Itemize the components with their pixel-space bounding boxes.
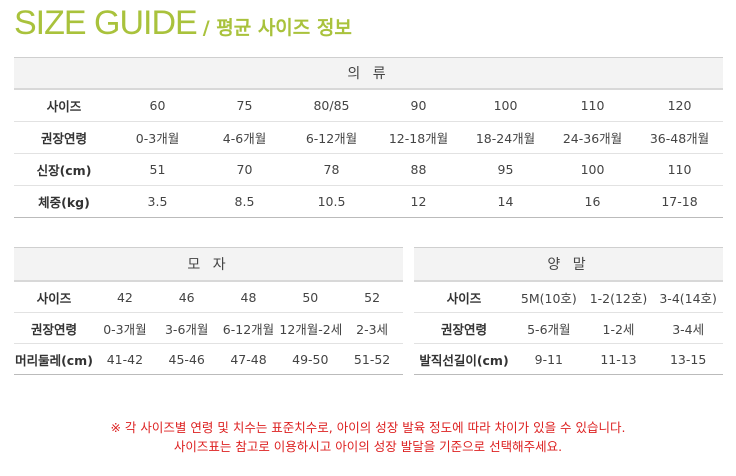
title-ko: / 평균 사이즈 정보 — [202, 17, 352, 39]
row-label: 권장연령 — [414, 312, 514, 344]
table-cell: 42 — [94, 281, 156, 313]
table-cell: 12 — [375, 185, 462, 218]
table-cell: 110 — [636, 153, 723, 186]
table-cell: 3.5 — [114, 185, 201, 218]
table-cell: 75 — [201, 89, 288, 122]
table-cell: 18-24개월 — [462, 121, 549, 154]
table-cell: 51 — [114, 153, 201, 186]
table-cell: 6-12개월 — [217, 312, 280, 344]
table-cell: 3-4(14호) — [653, 281, 723, 313]
table-cell: 51-52 — [341, 343, 403, 375]
table-cell: 60 — [114, 89, 201, 122]
row-label: 사이즈 — [414, 281, 514, 313]
table-cell: 3-6개월 — [155, 312, 218, 344]
table-cell: 4-6개월 — [201, 121, 288, 154]
table-header: 의 류 — [14, 57, 723, 90]
table-cell: 6-12개월 — [288, 121, 375, 154]
table-cell: 12-18개월 — [375, 121, 462, 154]
row-label: 발직선길이(cm) — [414, 343, 514, 375]
table-cell: 0-3개월 — [94, 312, 156, 344]
table-cell: 47-48 — [217, 343, 280, 375]
table-cell: 95 — [462, 153, 549, 186]
table-cell: 2-3세 — [341, 312, 403, 344]
table-cell: 49-50 — [279, 343, 342, 375]
table-row: 신장(cm) 51 70 78 88 95 100 110 — [14, 153, 723, 186]
table-cell: 80/85 — [288, 89, 375, 122]
row-label: 신장(cm) — [14, 153, 114, 186]
table-header: 모 자 — [14, 247, 403, 282]
note-line: ※ 각 사이즈별 연령 및 치수는 표준치수로, 아이의 성장 발육 정도에 따… — [110, 420, 626, 435]
table-cell: 78 — [288, 153, 375, 186]
table-cell: 100 — [549, 153, 636, 186]
table-cell: 8.5 — [201, 185, 288, 218]
table-cell: 16 — [549, 185, 636, 218]
table-cell: 9-11 — [514, 343, 584, 375]
row-label: 사이즈 — [14, 89, 114, 122]
note-line: 사이즈표는 참고로 이용하시고 아이의 성장 발달을 기준으로 선택해주세요. — [173, 439, 563, 454]
table-cell: 14 — [462, 185, 549, 218]
socks-size-table: 양 말 사이즈 5M(10호) 1-2(12호) 3-4(14호) 권장연령 5-6개월 1-… — [414, 247, 723, 375]
table-cell: 1-2세 — [583, 312, 654, 344]
table-cell: 41-42 — [94, 343, 156, 375]
row-label: 사이즈 — [14, 281, 94, 313]
table-row: 사이즈 5M(10호) 1-2(12호) 3-4(14호) — [414, 281, 723, 313]
table-cell: 110 — [549, 89, 636, 122]
table-cell: 3-4세 — [653, 312, 723, 344]
table-cell: 120 — [636, 89, 723, 122]
table-cell: 48 — [217, 281, 280, 313]
table-cell: 45-46 — [155, 343, 218, 375]
row-label: 권장연령 — [14, 121, 114, 154]
title-en: SIZE GUIDE — [14, 4, 198, 42]
table-row: 권장연령 0-3개월 3-6개월 6-12개월 12개월-2세 2-3세 — [14, 312, 403, 344]
row-label: 권장연령 — [14, 312, 94, 344]
row-label: 체중(kg) — [14, 185, 114, 218]
page-title: SIZE GUIDE / 평균 사이즈 정보 — [14, 4, 352, 43]
table-row: 머리둘레(cm) 41-42 45-46 47-48 49-50 51-52 — [14, 343, 403, 375]
table-row: 권장연령 5-6개월 1-2세 3-4세 — [414, 312, 723, 344]
table-cell: 24-36개월 — [549, 121, 636, 154]
table-cell: 90 — [375, 89, 462, 122]
table-cell: 1-2(12호) — [583, 281, 654, 313]
table-cell: 50 — [279, 281, 342, 313]
table-cell: 5-6개월 — [514, 312, 584, 344]
table-cell: 0-3개월 — [114, 121, 201, 154]
table-cell: 70 — [201, 153, 288, 186]
table-cell: 36-48개월 — [636, 121, 723, 154]
table-row: 권장연령 0-3개월 4-6개월 6-12개월 12-18개월 18-24개월 24-36개… — [14, 121, 723, 154]
table-row: 체중(kg) 3.5 8.5 10.5 12 14 16 17-18 — [14, 185, 723, 218]
table-row: 발직선길이(cm) 9-11 11-13 13-15 — [414, 343, 723, 375]
table-cell: 13-15 — [653, 343, 723, 375]
row-label: 머리둘레(cm) — [14, 343, 94, 375]
table-cell: 46 — [155, 281, 218, 313]
table-header: 양 말 — [414, 247, 723, 282]
hat-size-table: 모 자 사이즈 42 46 48 50 52 권장연령 0-3개월 3-6개월 6-12개월 12개월… — [14, 247, 403, 375]
table-row: 사이즈 60 75 80/85 90 100 110 120 — [14, 89, 723, 122]
table-cell: 17-18 — [636, 185, 723, 218]
table-row: 사이즈 42 46 48 50 52 — [14, 281, 403, 313]
table-cell: 11-13 — [583, 343, 654, 375]
table-cell: 52 — [341, 281, 403, 313]
size-notes: ※ 각 사이즈별 연령 및 치수는 표준치수로, 아이의 성장 발육 정도에 따… — [0, 418, 736, 456]
table-cell: 88 — [375, 153, 462, 186]
table-cell: 12개월-2세 — [279, 312, 342, 344]
table-cell: 100 — [462, 89, 549, 122]
table-cell: 10.5 — [288, 185, 375, 218]
clothing-size-table: 의 류 사이즈 60 75 80/85 90 100 110 120 권장연령 0-3개월 4-6개월… — [14, 57, 723, 218]
table-cell: 5M(10호) — [514, 281, 584, 313]
